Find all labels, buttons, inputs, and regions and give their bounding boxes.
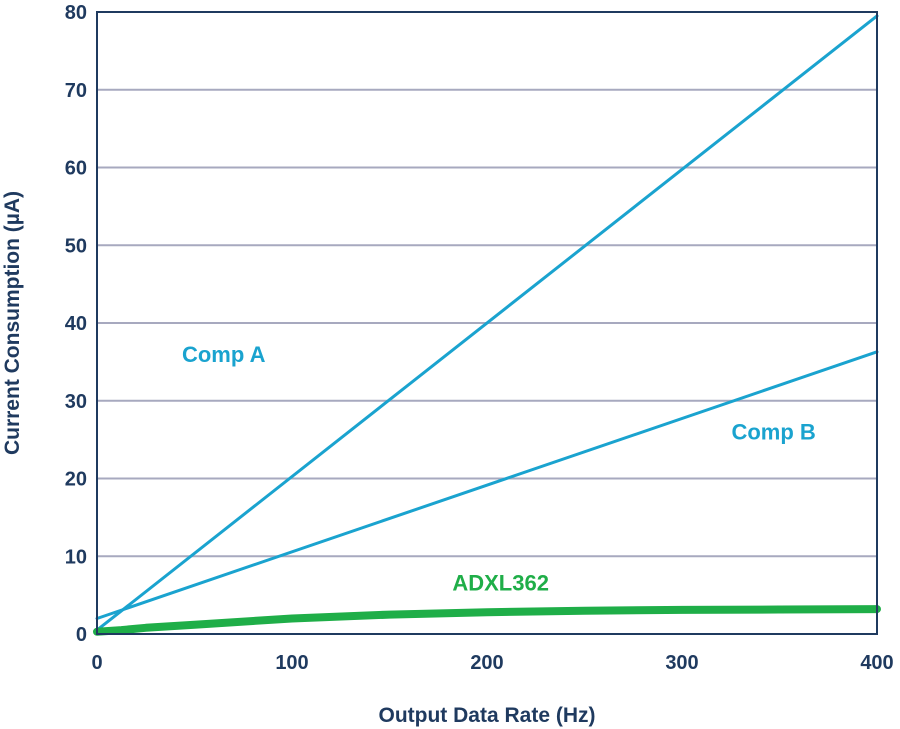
x-tick-label: 200	[470, 652, 503, 674]
y-tick-label: 30	[65, 391, 87, 413]
x-tick-label: 0	[91, 652, 102, 674]
y-tick-label: 20	[65, 469, 87, 491]
y-tick-label: 40	[65, 313, 87, 335]
series-line-comp-b	[95, 350, 879, 620]
grid-lines	[97, 88, 877, 558]
annotation-comp-a: Comp A	[182, 342, 266, 367]
y-tick-label: 0	[76, 624, 87, 646]
x-tick-label: 300	[665, 652, 698, 674]
plot-frame	[96, 11, 878, 635]
series-annotations: Comp A Comp B ADXL362	[182, 342, 816, 596]
series-lines	[93, 14, 881, 636]
y-tick-labels: 0 10 20 30 40 50 60 70 80	[65, 2, 87, 646]
annotation-adxl362: ADXL362	[452, 570, 549, 595]
y-axis-label: Current Consumption (µA)	[1, 191, 24, 455]
series-line-adxl362	[93, 605, 881, 636]
series-line-comp-a	[95, 14, 879, 632]
x-tick-label: 100	[275, 652, 308, 674]
y-tick-label: 80	[65, 2, 87, 24]
y-tick-label: 50	[65, 235, 87, 257]
x-axis-label: Output Data Rate (Hz)	[379, 704, 596, 727]
annotation-comp-b: Comp B	[731, 420, 815, 445]
y-tick-label: 60	[65, 158, 87, 180]
x-tick-labels: 0 100 200 300 400	[91, 652, 893, 674]
x-tick-label: 400	[860, 652, 893, 674]
y-tick-label: 70	[65, 80, 87, 102]
y-tick-label: 10	[65, 546, 87, 568]
